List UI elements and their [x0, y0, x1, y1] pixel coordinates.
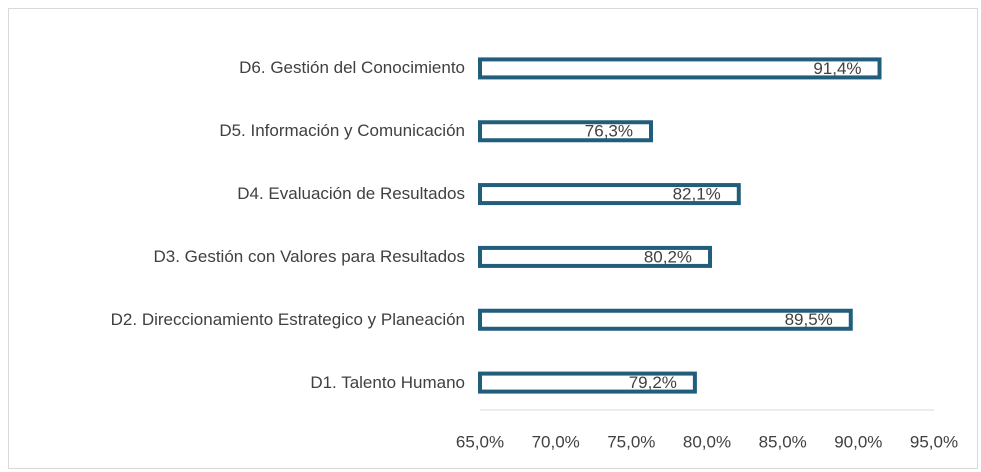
y-tick-label: D4. Evaluación de Resultados: [237, 184, 465, 204]
y-tick-label: D3. Gestión con Valores para Resultados: [153, 246, 465, 266]
data-label: 79,2%: [629, 373, 677, 392]
x-tick-label: 75,0%: [607, 432, 655, 451]
data-label: 80,2%: [644, 247, 692, 266]
x-tick-label: 85,0%: [759, 432, 807, 451]
bar: [478, 371, 697, 394]
x-tick-label: 90,0%: [834, 432, 882, 451]
x-tick-label: 95,0%: [910, 432, 958, 451]
y-tick-label: D5. Información y Comunicación: [219, 121, 465, 141]
data-label: 89,5%: [785, 310, 833, 329]
data-label: 76,3%: [585, 122, 633, 141]
y-tick-label: D1. Talento Humano: [310, 372, 465, 392]
bar: [478, 245, 713, 268]
bar: [478, 183, 741, 206]
chart-border: [8, 8, 978, 469]
y-tick-label: D6. Gestión del Conocimiento: [239, 58, 465, 78]
x-tick-label: 70,0%: [532, 432, 580, 451]
data-label: 82,1%: [673, 185, 721, 204]
bar: [478, 57, 882, 80]
bar: [478, 120, 654, 143]
x-tick-label: 80,0%: [683, 432, 731, 451]
y-tick-label: D2. Direccionamiento Estrategico y Plane…: [110, 309, 465, 329]
bar: [478, 308, 853, 331]
x-tick-label: 65,0%: [456, 432, 504, 451]
data-label: 91,4%: [813, 59, 861, 78]
